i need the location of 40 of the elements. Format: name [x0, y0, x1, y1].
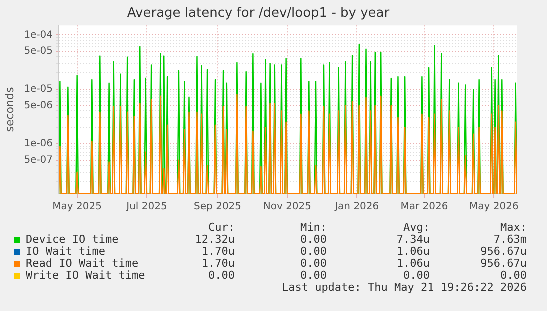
- text: 7.34u: [396, 233, 430, 246]
- legend-label: Write IO Wait time: [26, 269, 146, 282]
- text: 956.67u: [480, 245, 527, 258]
- text: Last update: Thu May 21 19:26:22 2026: [282, 281, 527, 294]
- text: 0.00: [300, 233, 327, 246]
- y-tick-label: 1e-05: [24, 84, 54, 96]
- chart-title: Average latency for /dev/loop1 - by year: [127, 6, 390, 22]
- text: 956.67u: [480, 257, 527, 270]
- text: 0.00: [404, 269, 430, 282]
- text: Min:: [300, 221, 327, 234]
- x-tick-label: Sep 2025: [194, 202, 242, 213]
- legend-label: IO Wait time: [26, 245, 106, 258]
- x-tick-label: Nov 2025: [263, 202, 312, 213]
- text: 7.63m: [494, 233, 527, 246]
- text: 1.70u: [202, 257, 235, 270]
- text: Avg:: [404, 221, 430, 234]
- legend-label: Read IO Wait time: [26, 257, 139, 270]
- x-tick-label: Jan 2026: [334, 202, 380, 213]
- text: Cur:: [208, 221, 235, 234]
- text: 0.00: [500, 269, 527, 282]
- y-tick-label: 1e-06: [24, 138, 54, 150]
- text: 0.00: [300, 269, 327, 282]
- text: Max:: [500, 221, 527, 234]
- y-tick-label: 5e-06: [24, 100, 54, 112]
- y-tick-label: 1e-04: [24, 30, 54, 41]
- text: 12.32u: [195, 233, 235, 246]
- legend-label: Device IO time: [26, 233, 119, 246]
- y-tick-label: 5e-07: [24, 154, 54, 166]
- y-axis-title: seconds: [3, 87, 16, 132]
- text: 1.70u: [202, 245, 235, 258]
- text: 1.06u: [396, 257, 430, 270]
- y-tick-label: 5e-05: [24, 46, 54, 58]
- text: 1.06u: [396, 245, 430, 258]
- text: 0.00: [208, 269, 235, 282]
- x-tick-label: Mar 2026: [400, 202, 448, 213]
- x-tick-label: May 2025: [52, 202, 102, 213]
- x-tick-label: Jul 2025: [126, 202, 168, 213]
- text: 0.00: [300, 257, 327, 270]
- x-tick-label: May 2026: [470, 202, 519, 213]
- text: 0.00: [300, 245, 327, 258]
